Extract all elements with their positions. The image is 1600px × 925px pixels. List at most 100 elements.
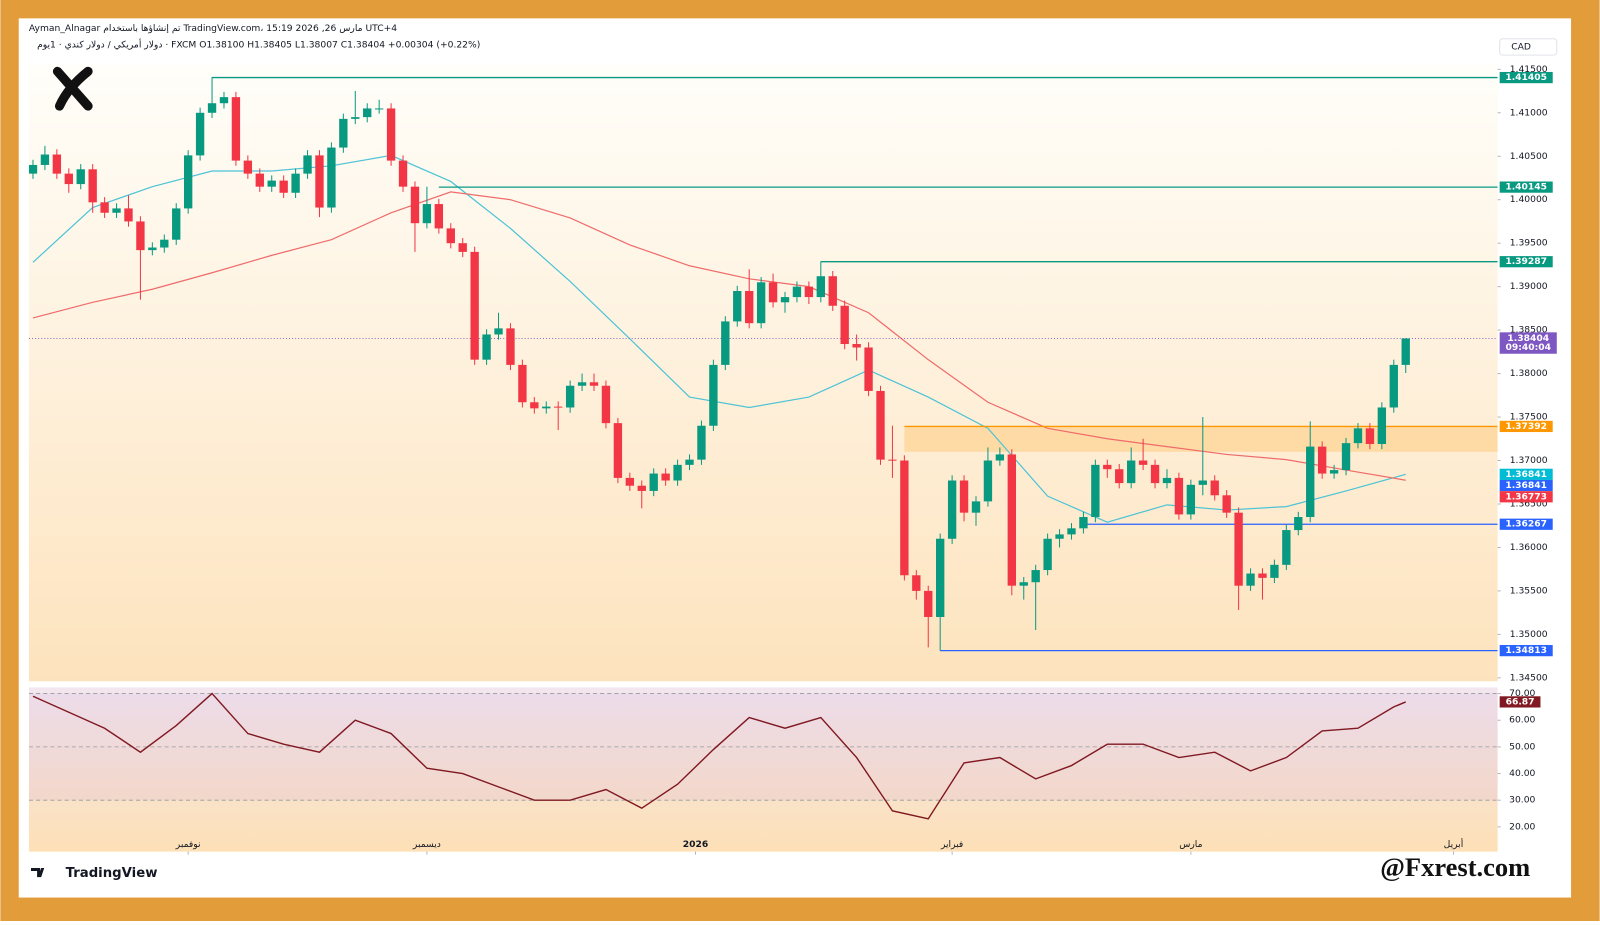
main-plot — [28, 76, 1498, 652]
candle-body — [64, 173, 73, 185]
y-tick-label: 1.40000 — [1510, 194, 1548, 205]
currency[interactable]: CAD — [1511, 41, 1531, 52]
candle-body — [1126, 460, 1136, 484]
candle-body — [339, 118, 348, 148]
candle-body — [28, 164, 38, 174]
candle-body — [959, 480, 969, 513]
candle-body — [1115, 469, 1124, 484]
rsi-plot — [28, 692, 1498, 820]
candle-body — [995, 454, 1005, 461]
candle-body — [852, 344, 861, 348]
current-price: 1.38404 — [1507, 333, 1549, 344]
price-label-box — [1499, 468, 1553, 480]
currency-box[interactable] — [1499, 38, 1558, 56]
y-tick-label: 1.35500 — [1510, 585, 1548, 596]
y-tick-label: 1.38000 — [1510, 368, 1548, 379]
candle-body — [386, 108, 396, 161]
rsi-value-box — [1499, 696, 1541, 708]
candle-body — [410, 186, 420, 224]
y-tick-label: 1.34500 — [1510, 672, 1548, 683]
y-tick-label: 1.37500 — [1510, 412, 1548, 423]
rsi-tick-label: 60.00 — [1509, 715, 1535, 726]
candle-body — [243, 160, 253, 174]
price-label: 1.34813 — [1505, 645, 1547, 656]
candle-body — [291, 173, 300, 193]
candle-body — [1103, 464, 1112, 470]
main-pane — [28, 63, 1498, 682]
candle-body — [709, 364, 718, 426]
candle-body — [697, 425, 706, 460]
price-label: 1.36841 — [1505, 480, 1547, 491]
rsi-tick-label: 30.00 — [1509, 795, 1535, 806]
candle-body — [267, 180, 276, 187]
candle-body — [577, 382, 587, 386]
candle-body — [470, 251, 479, 360]
price-label-box — [1499, 518, 1553, 530]
rsi-band — [28, 693, 1498, 801]
supply-zone — [904, 426, 1498, 452]
candle-body — [195, 112, 205, 156]
candle-body — [530, 402, 539, 409]
candle-body — [1246, 573, 1255, 586]
candle-body — [1019, 582, 1028, 586]
candle-body — [1031, 570, 1040, 583]
candle-body — [434, 204, 444, 229]
candle-body — [88, 169, 97, 203]
y-tick-label: 1.36500 — [1510, 498, 1548, 509]
candle-body — [625, 477, 635, 486]
header-line: Ayman_Alnagar تم إنشاؤها باستخدام Tradin… — [29, 23, 397, 34]
x-tick-label: فبراير — [940, 839, 963, 850]
price-label-box — [1499, 420, 1553, 433]
candle-body — [183, 155, 193, 209]
candle-body — [446, 228, 455, 244]
candle-body — [565, 385, 575, 408]
candle-body — [828, 276, 837, 306]
candle-body — [160, 239, 169, 248]
symbol-info: دولار أمريكي / دولار كندي · 1يوم · FXCM … — [37, 38, 480, 50]
candle-body — [1007, 454, 1016, 586]
candle-body — [924, 590, 933, 617]
candle-body — [1055, 534, 1064, 539]
current-price-box — [1499, 332, 1557, 354]
brand: TradingView — [66, 866, 158, 881]
price-label-box — [1499, 645, 1553, 657]
candle-body — [100, 202, 109, 213]
candle-body — [351, 117, 360, 119]
candle-body — [1138, 460, 1148, 465]
price-label: 1.36773 — [1505, 491, 1547, 502]
price-label: 1.39287 — [1505, 256, 1547, 267]
candle-body — [1294, 517, 1303, 531]
rsi-value: 66.87 — [1506, 696, 1535, 707]
price-label: 1.40145 — [1505, 182, 1547, 193]
rsi-tick-label: 50.00 — [1509, 741, 1535, 752]
candle-body — [219, 97, 229, 104]
candle-body — [40, 154, 50, 165]
x-tick-label: 2026 — [683, 839, 708, 850]
price-label-box — [1499, 479, 1553, 492]
candle-body — [279, 180, 288, 193]
y-tick-label: 1.39500 — [1510, 238, 1548, 249]
candle-body — [792, 286, 802, 298]
price-label: 1.41405 — [1505, 72, 1547, 83]
x-tick-label: ديسمبر — [412, 839, 441, 850]
candle-body — [816, 276, 825, 298]
candle-body — [124, 208, 133, 222]
candle-body — [1353, 428, 1363, 444]
candle-body — [518, 364, 527, 403]
price-label-box — [1499, 256, 1553, 268]
candle-body — [947, 480, 957, 539]
candle-body — [936, 538, 945, 617]
rsi-line — [32, 692, 1406, 820]
candle-body — [840, 305, 849, 345]
candle-body — [112, 208, 121, 213]
candle-body — [52, 154, 62, 174]
candle-body — [864, 347, 873, 391]
y-tick-label: 1.38500 — [1510, 325, 1548, 336]
candle-body — [589, 382, 599, 386]
candle-body — [1258, 573, 1267, 578]
candle-body — [912, 575, 921, 591]
candle-body — [76, 169, 85, 185]
candle-body — [768, 282, 778, 303]
price-label: 1.37392 — [1505, 421, 1547, 432]
rsi-tick-label: 40.00 — [1509, 768, 1535, 779]
